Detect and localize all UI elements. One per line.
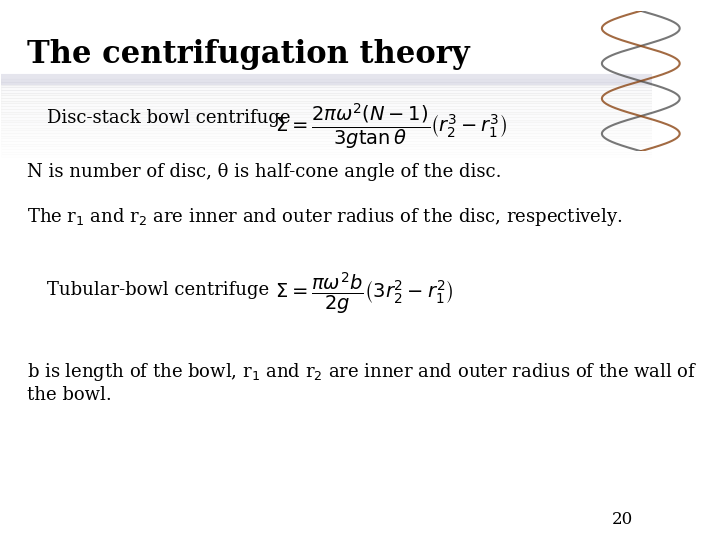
Text: $\Sigma = \dfrac{2\pi\omega^2(N-1)}{3g\tan\theta}\left(r_2^3 - r_1^3\right)$: $\Sigma = \dfrac{2\pi\omega^2(N-1)}{3g\t… [275, 101, 507, 151]
Text: Tubular-bowl centrifuge: Tubular-bowl centrifuge [47, 281, 269, 299]
Text: The r$_1$ and r$_2$ are inner and outer radius of the disc, respectively.: The r$_1$ and r$_2$ are inner and outer … [27, 206, 623, 227]
Text: N is number of disc, θ is half-cone angle of the disc.: N is number of disc, θ is half-cone angl… [27, 163, 502, 180]
Text: $\Sigma = \dfrac{\pi\omega^2 b}{2g}\left(3r_2^2 - r_1^2\right)$: $\Sigma = \dfrac{\pi\omega^2 b}{2g}\left… [275, 270, 453, 316]
Text: b is length of the bowl, r$_1$ and r$_2$ are inner and outer radius of the wall : b is length of the bowl, r$_1$ and r$_2$… [27, 361, 698, 404]
Text: Disc-stack bowl centrifuge: Disc-stack bowl centrifuge [47, 109, 290, 127]
Text: The centrifugation theory: The centrifugation theory [27, 39, 470, 70]
Text: 20: 20 [612, 511, 633, 528]
